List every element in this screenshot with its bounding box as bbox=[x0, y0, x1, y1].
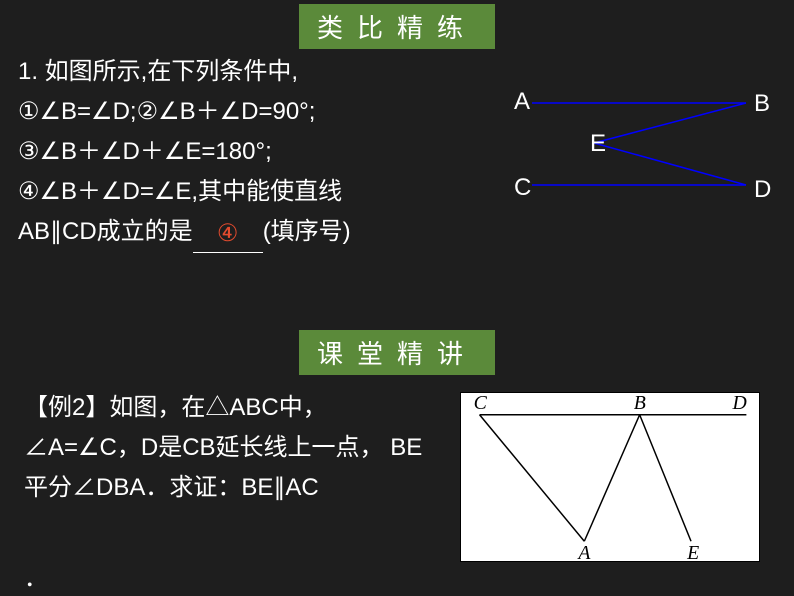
question-1: 1. 如图所示,在下列条件中, ①∠B=∠D;②∠B＋∠D=90°; ③∠B＋∠… bbox=[18, 52, 478, 253]
svg-text:C: C bbox=[514, 174, 531, 201]
section-header-lecture-label: 课堂精讲 bbox=[299, 330, 495, 375]
svg-text:C: C bbox=[474, 392, 488, 414]
section-header-practice-label: 类比精练 bbox=[299, 4, 495, 49]
answer-value: ④ bbox=[217, 220, 239, 247]
svg-text:D: D bbox=[754, 176, 771, 203]
svg-text:B: B bbox=[754, 90, 770, 117]
q2-line4: ． bbox=[24, 558, 48, 593]
svg-text:E: E bbox=[686, 542, 699, 562]
example-2: 【例2】如图，在△ABC中， ∠A=∠C，D是CB延长线上一点， BE平分∠DB… bbox=[24, 388, 444, 508]
q1-line2: ①∠B=∠D;②∠B＋∠D=90°; bbox=[18, 92, 478, 132]
q2-line1: 【例2】如图，在△ABC中， bbox=[24, 394, 327, 421]
svg-text:E: E bbox=[590, 130, 606, 157]
section-header-practice: 类比精练 bbox=[0, 4, 794, 49]
svg-text:B: B bbox=[634, 392, 646, 414]
q1-line1: 1. 如图所示,在下列条件中, bbox=[18, 52, 478, 92]
figure-2: C B D A E bbox=[460, 392, 760, 562]
q1-line5: AB∥CD成立的是 ④ (填序号) bbox=[18, 212, 478, 253]
q1-line4: ④∠B＋∠D=∠E,其中能使直线 bbox=[18, 172, 478, 212]
svg-text:A: A bbox=[514, 88, 530, 115]
svg-text:D: D bbox=[732, 392, 747, 414]
answer-blank: ④ bbox=[193, 212, 263, 253]
q1-line3: ③∠B＋∠D＋∠E=180°; bbox=[18, 132, 478, 172]
section-header-lecture: 课堂精讲 bbox=[0, 330, 794, 375]
q1-l5b: (填序号) bbox=[263, 218, 351, 245]
figure-1: A B E C D bbox=[498, 75, 778, 215]
q2-line2: ∠A=∠C，D是CB延长线上一点， bbox=[24, 434, 384, 461]
svg-text:A: A bbox=[576, 542, 591, 562]
q1-l5a: AB∥CD成立的是 bbox=[18, 218, 193, 245]
